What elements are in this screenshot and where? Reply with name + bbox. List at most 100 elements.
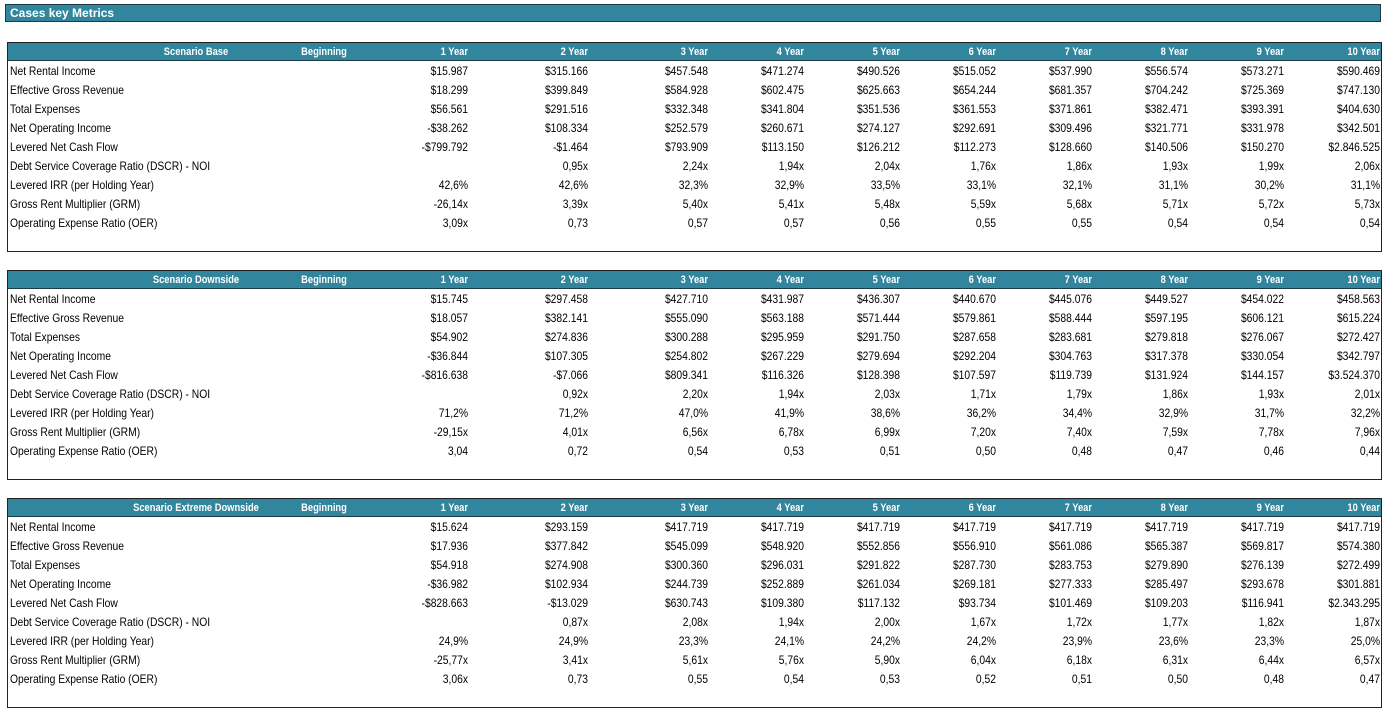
metric-value: 4,01x <box>562 425 588 439</box>
metric-value: 5,90x <box>874 653 900 667</box>
metric-row: Levered IRR (per Holding Year) 42,6% 42,6%… <box>8 176 1381 195</box>
metric-value: 1,94x <box>778 615 804 629</box>
metric-value: $597.195 <box>1144 311 1188 325</box>
metric-value: 0,55 <box>687 672 708 686</box>
metric-value: 32,2% <box>1350 406 1380 420</box>
metric-value: -$36.982 <box>427 577 468 591</box>
metric-value: $565.387 <box>1144 539 1188 553</box>
metric-value: $117.132 <box>857 596 900 610</box>
column-header-year: 8 Year <box>1160 274 1188 286</box>
metric-value: $292.204 <box>952 349 996 363</box>
metric-label: Gross Rent Multiplier (GRM) <box>10 425 141 439</box>
metric-row: Debt Service Coverage Ratio (DSCR) - NOI… <box>8 385 1381 404</box>
metric-value: $556.574 <box>1144 64 1188 78</box>
metric-value: 2,01x <box>1354 387 1380 401</box>
column-header-year: 10 Year <box>1347 46 1380 58</box>
column-header-year: 10 Year <box>1347 502 1380 514</box>
metric-value: $332.348 <box>664 102 708 116</box>
metric-value: $417.719 <box>760 520 804 534</box>
metric-value: $304.763 <box>1048 349 1092 363</box>
column-header-year: 4 Year <box>776 502 804 514</box>
metric-value: $301.881 <box>1336 577 1380 591</box>
metric-value: 24,2% <box>870 634 900 648</box>
metric-value: $56.561 <box>430 102 468 116</box>
metric-value: 0,92x <box>562 387 588 401</box>
metric-value: 7,78x <box>1258 425 1284 439</box>
metric-value: 5,73x <box>1354 197 1380 211</box>
metric-value: 31,7% <box>1254 406 1284 420</box>
metric-value: 24,9% <box>558 634 588 648</box>
metric-label: Operating Expense Ratio (OER) <box>10 444 158 458</box>
metric-value: $704.242 <box>1144 83 1188 97</box>
metric-value: 1,87x <box>1354 615 1380 629</box>
metric-value: 32,1% <box>1062 178 1092 192</box>
metric-value: 71,2% <box>438 406 468 420</box>
metric-row: Operating Expense Ratio (OER) 3,04 0,72 0,5… <box>8 442 1381 461</box>
metric-label: Effective Gross Revenue <box>10 311 124 325</box>
metric-value: $54.918 <box>430 558 468 572</box>
metric-value: $292.691 <box>952 121 996 135</box>
metric-value: $569.817 <box>1240 539 1284 553</box>
metric-value: 0,55 <box>975 216 996 230</box>
column-header-year: 2 Year <box>560 46 588 58</box>
metric-value: 5,48x <box>874 197 900 211</box>
metric-label: Debt Service Coverage Ratio (DSCR) - NOI <box>10 615 211 629</box>
column-header-beginning: Beginning <box>301 274 347 286</box>
metric-value: $272.427 <box>1336 330 1380 344</box>
metric-value: 0,47 <box>1167 444 1188 458</box>
metric-value: $293.678 <box>1240 577 1284 591</box>
metric-value: $331.978 <box>1240 121 1284 135</box>
metric-row: Total Expenses $56.561 $291.516 $332.348 $34… <box>8 100 1381 119</box>
metric-value: $18.057 <box>430 311 468 325</box>
column-header-year: 4 Year <box>776 274 804 286</box>
metric-value: 0,95x <box>562 159 588 173</box>
metric-value: $571.444 <box>856 311 900 325</box>
column-header-year: 8 Year <box>1160 46 1188 58</box>
metric-value: 0,47 <box>1359 672 1380 686</box>
metric-value: 1,67x <box>970 615 996 629</box>
metric-value: 1,99x <box>1258 159 1284 173</box>
metric-value: 1,79x <box>1066 387 1092 401</box>
metric-value: 23,3% <box>1254 634 1284 648</box>
metric-value: 2,24x <box>682 159 708 173</box>
metric-value: 0,73 <box>567 216 588 230</box>
metric-row: Net Operating Income -$36.844 $107.305 $254… <box>8 347 1381 366</box>
column-header-year: 5 Year <box>872 274 900 286</box>
metric-value: $272.499 <box>1336 558 1380 572</box>
metric-row: Effective Gross Revenue $17.936 $377.842 $5… <box>8 537 1381 556</box>
column-header-year: 6 Year <box>968 502 996 514</box>
metric-row: Net Rental Income $15.624 $293.159 $417.719… <box>8 518 1381 537</box>
metric-value: $579.861 <box>952 311 996 325</box>
metric-label: Operating Expense Ratio (OER) <box>10 672 158 686</box>
metric-value: 5,76x <box>778 653 804 667</box>
metric-value: 47,0% <box>678 406 708 420</box>
metric-value: 1,86x <box>1162 387 1188 401</box>
metric-value: $458.563 <box>1336 292 1380 306</box>
column-header-year: 7 Year <box>1064 46 1092 58</box>
metric-value: $144.157 <box>1240 368 1284 382</box>
column-header-year: 1 Year <box>440 46 468 58</box>
metric-label: Levered IRR (per Holding Year) <box>10 406 154 420</box>
metric-row: Levered Net Cash Flow -$816.638 -$7.066 $80… <box>8 366 1381 385</box>
metric-value: $809.341 <box>664 368 708 382</box>
metric-value: $116.326 <box>761 368 804 382</box>
metric-label: Debt Service Coverage Ratio (DSCR) - NOI <box>10 387 211 401</box>
metric-value: $15.745 <box>430 292 468 306</box>
metric-value: $315.166 <box>544 64 588 78</box>
metric-value: 6,44x <box>1258 653 1284 667</box>
metric-value: $300.360 <box>664 558 708 572</box>
column-header-year: 2 Year <box>560 274 588 286</box>
metrics-table-body: Net Rental Income $15.624 $293.159 $417.719… <box>8 518 1381 689</box>
metric-value: $747.130 <box>1336 83 1380 97</box>
metric-value: $15.987 <box>430 64 468 78</box>
metric-value: 6,31x <box>1162 653 1188 667</box>
metric-label: Levered IRR (per Holding Year) <box>10 178 154 192</box>
metric-value: 6,04x <box>970 653 996 667</box>
metric-label: Effective Gross Revenue <box>10 539 124 553</box>
metric-value: $436.307 <box>856 292 900 306</box>
metric-value: $515.052 <box>952 64 996 78</box>
scenario-header: Scenario Base Beginning 1 Year 2 Year 3 Year… <box>8 43 1381 61</box>
metric-row: Gross Rent Multiplier (GRM) -29,15x 4,01x 6… <box>8 423 1381 442</box>
scenario-header: Scenario Extreme Downside Beginning 1 Year… <box>8 499 1381 517</box>
metric-value: $361.553 <box>952 102 996 116</box>
